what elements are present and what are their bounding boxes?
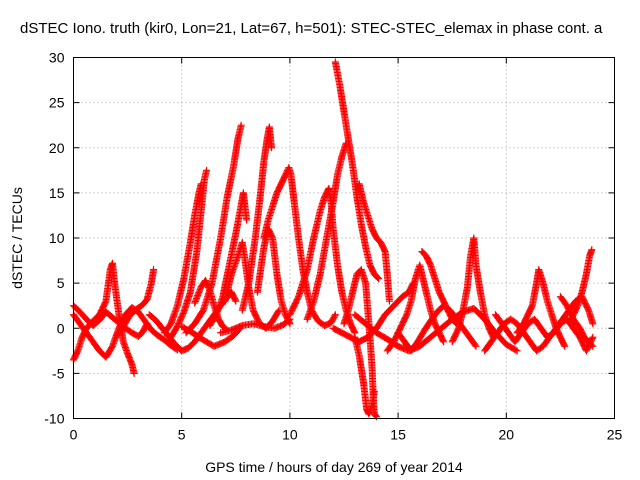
data-point xyxy=(231,296,239,304)
x-tick-label: 20 xyxy=(499,427,515,443)
x-axis-label: GPS time / hours of day 269 of year 2014 xyxy=(205,459,463,475)
y-tick-label: -5 xyxy=(52,365,65,381)
data-point xyxy=(232,297,240,305)
chart-title: dSTEC Iono. truth (kir0, Lon=21, Lat=67,… xyxy=(20,20,603,37)
y-tick-label: 5 xyxy=(57,275,65,291)
series-arc-31 xyxy=(567,246,596,323)
data-point xyxy=(243,216,251,224)
data-marks xyxy=(70,58,597,421)
data-point xyxy=(372,413,380,421)
data-point xyxy=(286,320,294,328)
data-point xyxy=(150,266,158,274)
series-arc-14 xyxy=(238,123,276,314)
y-axis-label: dSTEC / TECUs xyxy=(9,187,25,289)
x-tick-label: 0 xyxy=(70,427,78,443)
data-point xyxy=(589,320,597,328)
x-tick-label: 10 xyxy=(282,427,298,443)
y-tick-label: -10 xyxy=(44,411,64,427)
series-arc-07 xyxy=(160,180,205,337)
x-tick-label: 5 xyxy=(178,427,186,443)
data-point xyxy=(439,336,447,344)
series-arc-32 xyxy=(491,311,597,355)
data-point xyxy=(101,299,109,307)
data-point xyxy=(203,166,211,174)
data-point xyxy=(370,387,378,395)
data-point xyxy=(143,320,151,328)
data-point xyxy=(440,338,448,346)
y-tick-label: 30 xyxy=(49,50,65,66)
series-arc-22 xyxy=(355,180,393,305)
series-arc-29 xyxy=(513,266,569,350)
series-arc-25 xyxy=(418,248,461,328)
series-arc-27 xyxy=(394,302,480,355)
data-point xyxy=(197,180,205,188)
data-point xyxy=(409,279,417,287)
data-point xyxy=(350,327,358,335)
x-tick-label: 25 xyxy=(607,427,623,443)
y-tick-label: 25 xyxy=(49,95,65,111)
series-arc-19 xyxy=(331,58,383,283)
data-point xyxy=(472,342,480,350)
y-tick-label: 20 xyxy=(49,140,65,156)
data-point xyxy=(561,342,569,350)
data-point xyxy=(130,369,138,377)
y-tick-label: 10 xyxy=(49,230,65,246)
data-point xyxy=(142,321,150,329)
data-point xyxy=(331,312,339,320)
data-point xyxy=(588,335,596,343)
data-point xyxy=(285,318,293,326)
y-tick-label: 0 xyxy=(57,320,65,336)
data-point xyxy=(331,311,339,319)
series-arc-15 xyxy=(253,225,294,328)
data-point xyxy=(589,333,597,341)
series-arc-33 xyxy=(329,279,417,346)
data-point xyxy=(385,297,393,305)
series-arc-04 xyxy=(113,266,158,339)
data-point xyxy=(409,280,417,288)
axis-ticks: 0 5 10 15 20 25 -10 -5 0 5 10 15 20 25 30 xyxy=(44,50,622,443)
series-arc-18 xyxy=(303,139,350,323)
data-point xyxy=(237,121,245,129)
series-arc-10 xyxy=(182,121,245,337)
series-arc-26 xyxy=(448,234,497,346)
data-point xyxy=(374,273,382,281)
series-arc-16 xyxy=(260,164,339,330)
data-point xyxy=(513,347,521,355)
data-point xyxy=(560,341,568,349)
data-point xyxy=(588,246,596,254)
y-tick-label: 15 xyxy=(49,185,65,201)
data-point xyxy=(375,275,383,283)
grid-lines xyxy=(73,57,615,419)
data-point xyxy=(512,346,520,354)
data-point xyxy=(274,308,282,316)
series-arc-06 xyxy=(167,166,211,341)
x-tick-label: 15 xyxy=(390,427,406,443)
data-point xyxy=(471,341,479,349)
data-point xyxy=(268,144,276,152)
